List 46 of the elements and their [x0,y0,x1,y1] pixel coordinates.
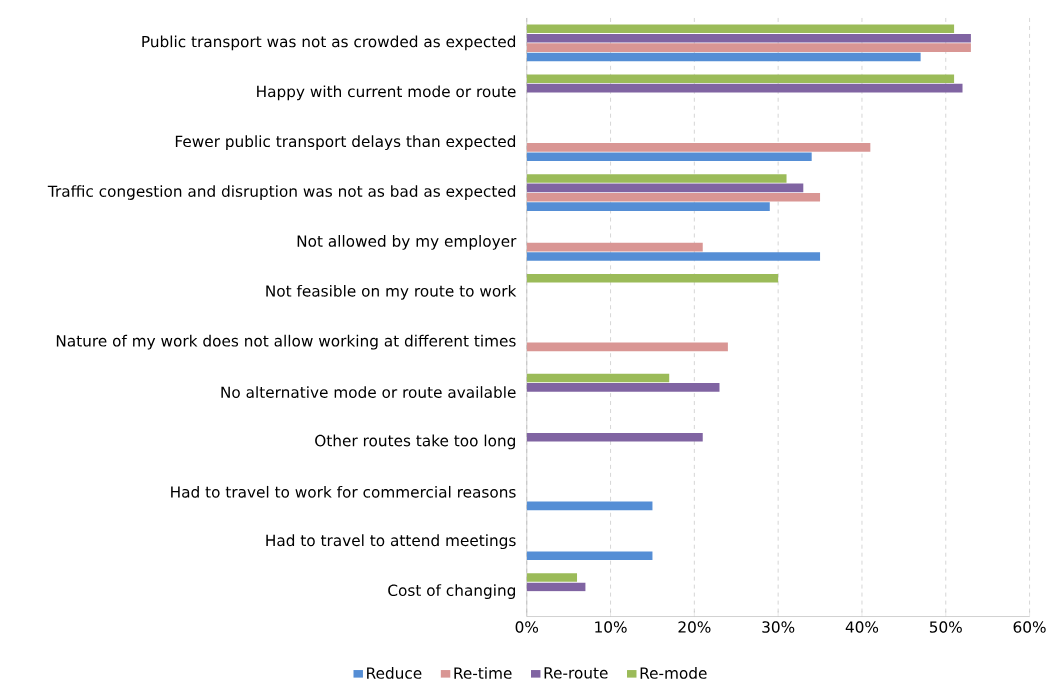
bar [526,43,971,52]
y-tick-label: Fewer public transport delays than expected [175,135,516,151]
bar [526,143,871,152]
bar [526,573,578,582]
bar [526,202,770,211]
bar [526,242,703,252]
bar [526,74,955,84]
y-tick-label: Had to travel to work for commercial reasons [171,485,516,498]
bar [526,152,812,162]
bar [526,373,670,383]
bar [526,383,720,392]
x-tick-label: 0% [515,621,539,633]
y-tick-label: Cost of changing [388,584,515,600]
bar [526,551,653,561]
y-tick-label: Nature of my work does not allow working at different times [56,334,516,350]
x-tick-label: 10% [595,621,627,633]
bar [526,501,653,511]
legend-label: Re-time [454,667,512,679]
y-tick-label: Happy with current mode or route [257,85,516,101]
x-tick-label: 20% [678,621,711,633]
bar [526,432,703,442]
y-tick-label: No alternative mode or route available [221,386,516,398]
y-tick-label: Public transport was not as crowded as expected [142,35,516,51]
bar [526,24,955,34]
bar [526,252,821,261]
legend-label: Re-mode [640,667,707,679]
y-tick-label: Not feasible on my route to work [266,284,517,300]
bar [526,342,728,352]
x-tick-label: 30% [762,621,795,633]
y-tick-label: Traffic congestion and disruption was not as bad as expected [47,185,516,200]
y-tick-label: Had to travel to attend meetings [266,534,516,550]
x-tick-label: 50% [929,621,962,633]
bar [526,52,921,62]
bar [526,273,779,283]
y-tick-label: Not allowed by my employer [297,235,517,250]
legend-label: Reduce [367,667,422,679]
bar [526,582,586,592]
bar [526,183,804,193]
y-tick-label: Other routes take too long [315,434,515,450]
bar [526,33,971,43]
bar [526,83,963,93]
legend-label: Re-route [544,667,608,679]
bar [526,174,787,183]
bar [526,192,821,202]
x-tick-label: 60% [1013,621,1046,633]
x-tick-label: 40% [845,621,879,633]
